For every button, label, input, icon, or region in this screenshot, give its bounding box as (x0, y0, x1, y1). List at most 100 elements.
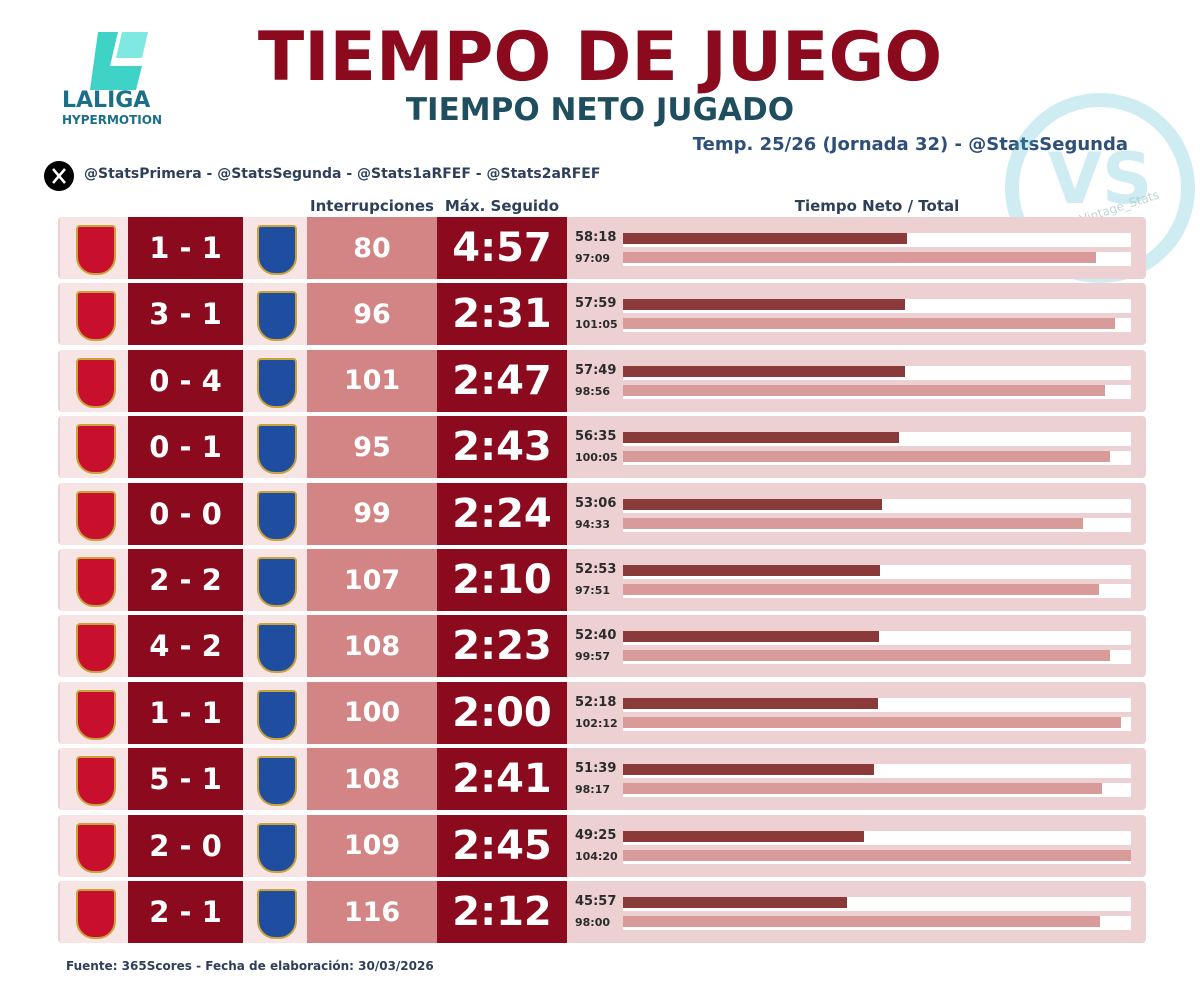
crest (257, 357, 297, 408)
interruptions: 108 (307, 748, 437, 811)
net-bar (623, 764, 875, 776)
crest (257, 756, 297, 807)
score: 2 - 1 (128, 881, 243, 943)
total-bar (623, 517, 1084, 529)
net-bar (623, 432, 899, 444)
crest (76, 889, 116, 939)
net-bar (623, 830, 864, 842)
total-label: 102:12 (575, 716, 618, 730)
net-bar (623, 697, 878, 709)
crest (257, 623, 297, 674)
net-label: 52:18 (575, 694, 617, 710)
crest (76, 557, 116, 607)
net-label: 45:57 (575, 894, 617, 909)
crest (257, 822, 297, 873)
net-label: 58:18 (575, 230, 617, 245)
x-icon (44, 161, 74, 191)
accounts: @StatsPrimera - @StatsSegunda - @Stats1a… (84, 166, 601, 182)
crest (76, 623, 116, 674)
interruptions: 99 (307, 482, 437, 545)
interruptions: 96 (307, 283, 437, 346)
column-header: Tiempo Neto / Total (794, 197, 960, 215)
score: 5 - 1 (128, 748, 243, 811)
max-continuous: 2:47 (437, 349, 567, 412)
interruptions: 109 (307, 814, 437, 877)
total-label: 104:20 (575, 849, 618, 863)
interruptions: 108 (307, 615, 437, 678)
net-label: 51:39 (575, 761, 617, 777)
svg-text:VS: VS (1048, 138, 1153, 220)
total-label: 97:51 (575, 584, 611, 597)
title: TIEMPO DE JUEGO (257, 18, 943, 97)
max-continuous: 2:24 (437, 482, 567, 545)
max-continuous: 2:00 (437, 681, 567, 744)
total-bar (623, 384, 1105, 396)
max-continuous: 4:57 (437, 217, 567, 279)
max-continuous: 2:12 (437, 881, 567, 943)
net-label: 52:40 (575, 628, 617, 644)
net-bar (623, 631, 880, 643)
total-label: 97:09 (575, 252, 611, 265)
subtitle: TIEMPO NETO JUGADO (405, 92, 795, 128)
crest (76, 424, 116, 475)
net-label: 49:25 (575, 827, 617, 843)
max-continuous: 2:23 (437, 615, 567, 678)
crest (257, 889, 297, 939)
league-logo (90, 32, 148, 90)
total-bar (623, 318, 1116, 330)
total-label: 94:33 (575, 517, 611, 531)
column-header: Interrupciones (310, 197, 434, 215)
total-label: 98:17 (575, 783, 611, 797)
season: Temp. 25/26 (Jornada 32) - @StatsSegunda (692, 134, 1128, 155)
total-label: 99:57 (575, 650, 611, 664)
total-label: 100:05 (575, 451, 618, 465)
net-label: 57:59 (575, 296, 617, 312)
crest (257, 225, 297, 275)
crest (76, 291, 116, 342)
total-bar (623, 716, 1121, 728)
interruptions: 80 (307, 217, 437, 279)
score: 1 - 1 (128, 681, 243, 744)
total-bar (623, 783, 1102, 795)
crest (76, 689, 116, 740)
logo-subtext: HYPERMOTION (62, 113, 163, 127)
total-bar (623, 451, 1111, 463)
crest (257, 689, 297, 740)
total-label: 98:00 (575, 916, 611, 929)
interruptions: 95 (307, 416, 437, 479)
net-bar (623, 897, 847, 908)
score: 4 - 2 (128, 615, 243, 678)
net-bar (623, 565, 881, 576)
max-continuous: 2:43 (437, 416, 567, 479)
crest (257, 490, 297, 541)
total-bar (623, 650, 1110, 662)
score: 1 - 1 (128, 217, 243, 279)
score: 2 - 2 (128, 549, 243, 611)
net-label: 56:35 (575, 429, 617, 445)
score: 0 - 0 (128, 482, 243, 545)
total-bar (623, 916, 1101, 927)
net-label: 52:53 (575, 562, 617, 577)
total-label: 101:05 (575, 318, 618, 332)
score: 3 - 1 (128, 283, 243, 346)
crest (257, 557, 297, 607)
max-continuous: 2:41 (437, 748, 567, 811)
net-bar (623, 299, 906, 311)
net-bar (623, 365, 905, 377)
total-bar (623, 584, 1100, 595)
score: 2 - 0 (128, 814, 243, 877)
score: 0 - 4 (128, 349, 243, 412)
max-continuous: 2:10 (437, 549, 567, 611)
total-bar (623, 252, 1097, 263)
net-label: 53:06 (575, 495, 617, 511)
crest (257, 424, 297, 475)
max-continuous: 2:31 (437, 283, 567, 346)
interruptions: 100 (307, 681, 437, 744)
crest (76, 357, 116, 408)
crest (76, 756, 116, 807)
crest (76, 822, 116, 873)
column-header: Máx. Seguido (444, 197, 560, 215)
interruptions: 116 (307, 881, 437, 943)
logo-text: LALIGA (62, 88, 151, 113)
